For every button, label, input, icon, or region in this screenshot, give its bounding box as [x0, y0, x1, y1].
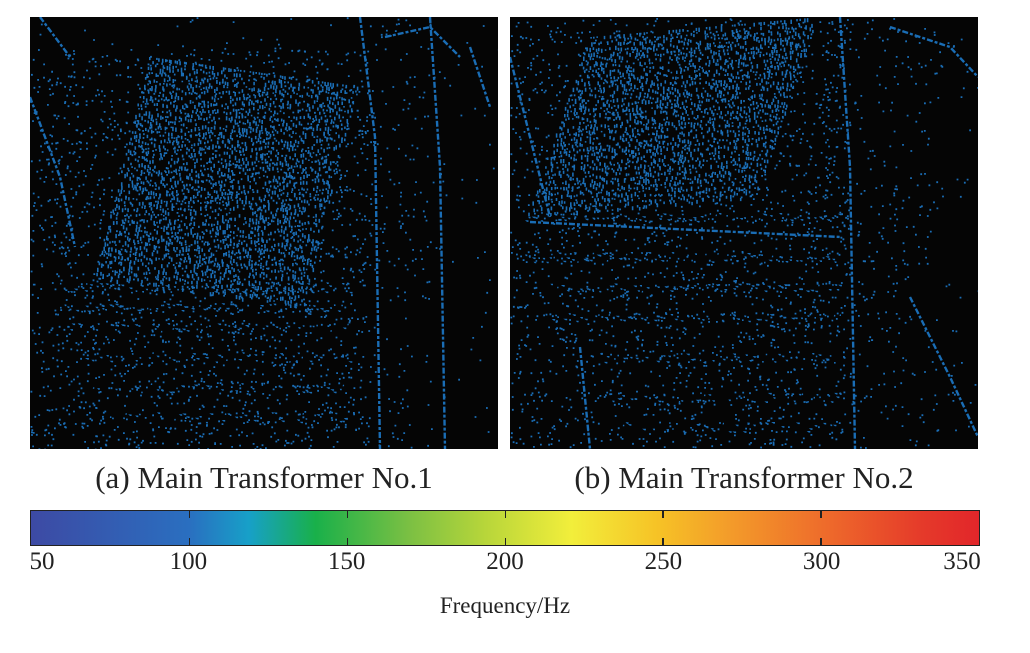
colorbar-tick	[820, 511, 822, 518]
colorbar-tick-label: 150	[327, 548, 366, 575]
point-cloud-transformer-1	[30, 17, 498, 449]
colorbar-tick	[188, 538, 191, 545]
colorbar-tick-label: 300	[802, 548, 841, 575]
colorbar-tick-label: 250	[644, 548, 683, 575]
point-cloud-transformer-2	[510, 17, 978, 449]
colorbar-tick	[188, 511, 191, 518]
colorbar-tick-label: 200	[486, 548, 524, 575]
transformer-1-image	[30, 17, 498, 449]
caption-transformer-2: (b) Main Transformer No.2	[574, 460, 914, 495]
colorbar-tick-label: 350	[943, 548, 981, 575]
colorbar-tick	[662, 538, 664, 545]
transformer-2-image	[510, 17, 978, 449]
colorbar-tick	[820, 538, 822, 545]
colorbar-tick	[662, 511, 664, 518]
frequency-colorbar	[30, 510, 980, 546]
caption-transformer-1: (a) Main Transformer No.1	[95, 460, 433, 495]
colorbar-tick	[346, 538, 349, 545]
colorbar-tick	[504, 538, 506, 545]
colorbar-tick-label: 100	[169, 548, 208, 575]
colorbar-title: Frequency/Hz	[439, 593, 571, 618]
colorbar-tick-label: 50	[29, 548, 55, 575]
colorbar-tick	[504, 511, 506, 518]
colorbar-tick	[346, 511, 349, 518]
